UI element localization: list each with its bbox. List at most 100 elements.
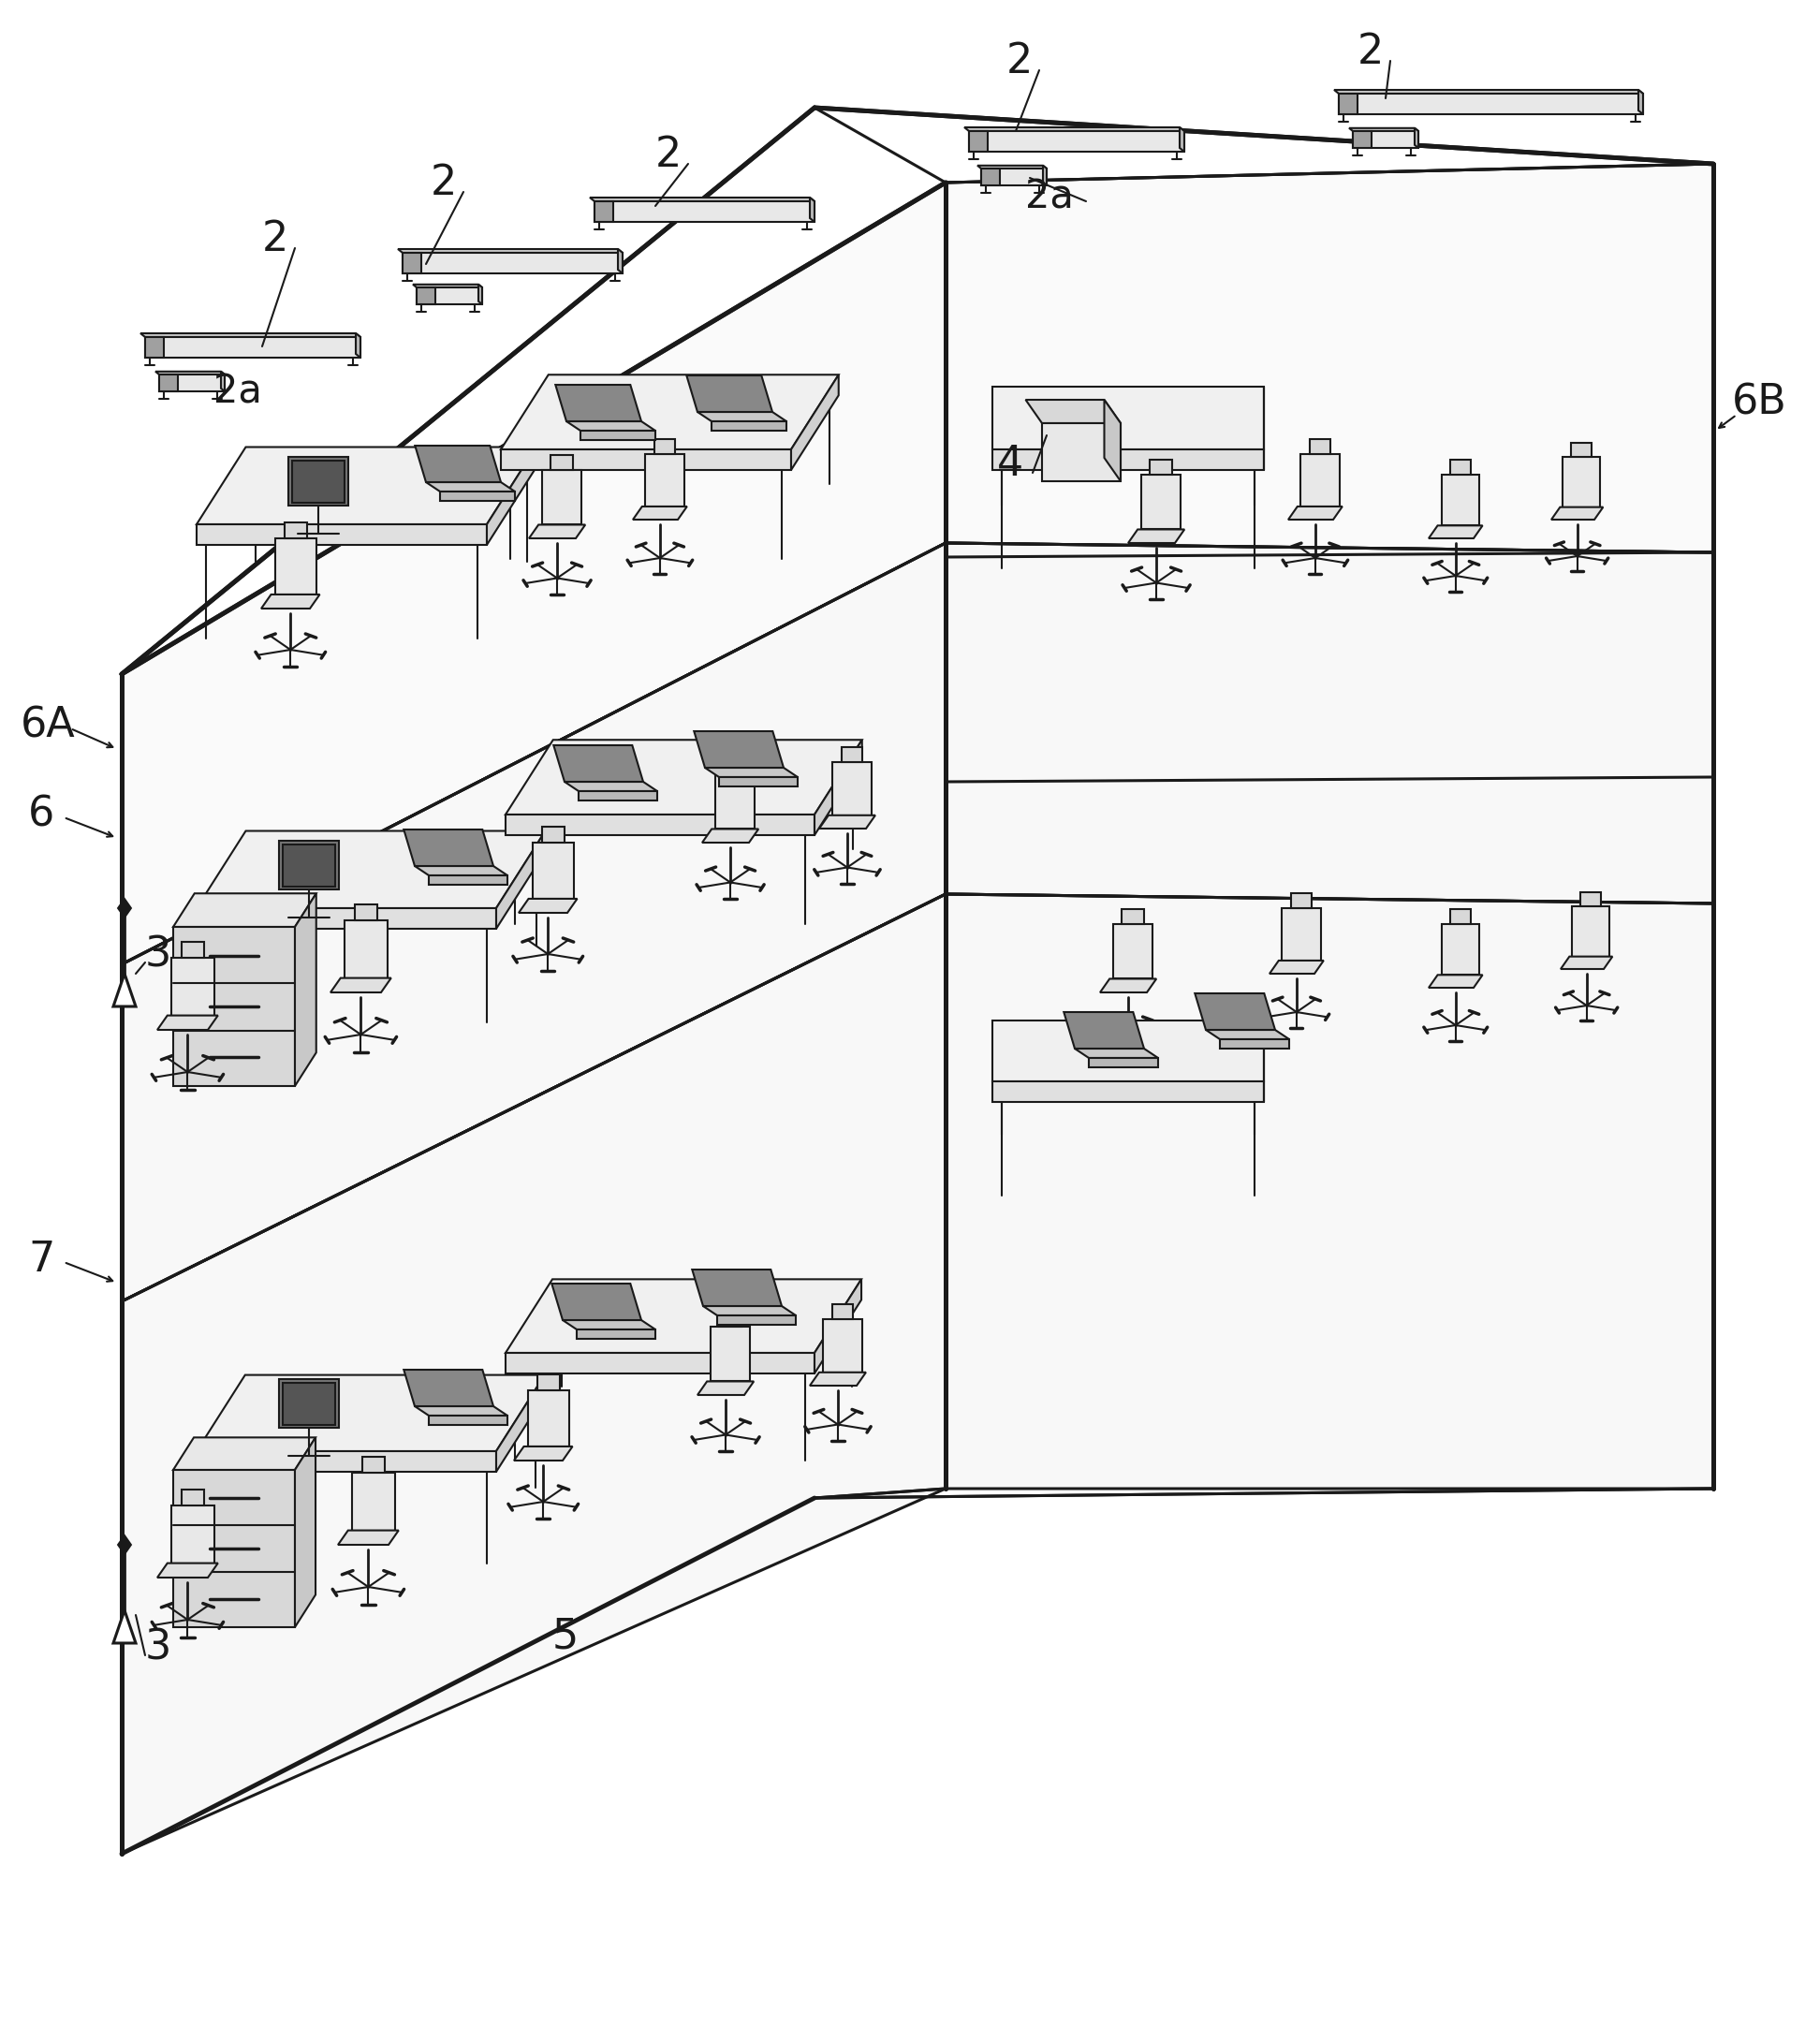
Polygon shape: [1043, 422, 1121, 482]
Polygon shape: [140, 333, 360, 337]
Polygon shape: [965, 127, 1185, 131]
Polygon shape: [1429, 976, 1483, 988]
Polygon shape: [278, 1380, 339, 1429]
Text: 2: 2: [431, 163, 457, 202]
Polygon shape: [810, 1372, 866, 1386]
Polygon shape: [171, 1506, 215, 1563]
Polygon shape: [1572, 906, 1609, 957]
Polygon shape: [1352, 131, 1418, 147]
Polygon shape: [197, 1451, 497, 1472]
Polygon shape: [158, 374, 224, 392]
Polygon shape: [404, 1370, 493, 1406]
Polygon shape: [542, 827, 564, 843]
Polygon shape: [146, 337, 164, 357]
Polygon shape: [118, 1537, 131, 1553]
Polygon shape: [486, 447, 535, 545]
Polygon shape: [832, 761, 872, 814]
Polygon shape: [823, 1318, 863, 1372]
Polygon shape: [595, 202, 815, 222]
Polygon shape: [1219, 1039, 1289, 1049]
Text: 6: 6: [27, 794, 55, 835]
Polygon shape: [841, 747, 863, 761]
Polygon shape: [146, 337, 360, 357]
Polygon shape: [693, 731, 784, 767]
Polygon shape: [703, 829, 759, 843]
Polygon shape: [197, 447, 535, 525]
Polygon shape: [122, 894, 946, 1853]
Polygon shape: [1179, 127, 1185, 151]
Text: 6B: 6B: [1733, 382, 1787, 422]
Polygon shape: [344, 920, 388, 978]
Polygon shape: [551, 1284, 641, 1321]
Polygon shape: [362, 1457, 384, 1474]
Polygon shape: [506, 814, 815, 835]
Polygon shape: [992, 386, 1263, 449]
Polygon shape: [118, 900, 131, 916]
Polygon shape: [155, 371, 224, 374]
Polygon shape: [1088, 1057, 1158, 1067]
Text: 2: 2: [1358, 31, 1383, 71]
Polygon shape: [553, 745, 642, 782]
Polygon shape: [291, 461, 344, 502]
Polygon shape: [173, 1437, 315, 1470]
Polygon shape: [981, 169, 1046, 186]
Polygon shape: [619, 249, 622, 273]
Polygon shape: [946, 894, 1713, 1488]
Polygon shape: [644, 453, 684, 506]
Polygon shape: [1638, 90, 1643, 114]
Polygon shape: [1562, 957, 1613, 969]
Polygon shape: [724, 759, 746, 776]
Text: 6A: 6A: [20, 706, 76, 745]
Polygon shape: [703, 1306, 795, 1314]
Polygon shape: [653, 439, 675, 453]
Polygon shape: [717, 1314, 795, 1325]
Polygon shape: [430, 876, 508, 884]
Polygon shape: [551, 455, 573, 469]
Polygon shape: [946, 543, 1713, 904]
Polygon shape: [282, 1384, 335, 1425]
Polygon shape: [262, 594, 320, 608]
Polygon shape: [331, 978, 391, 992]
Polygon shape: [295, 1437, 315, 1627]
Polygon shape: [692, 1270, 783, 1306]
Polygon shape: [113, 1610, 136, 1643]
Polygon shape: [697, 412, 786, 420]
Polygon shape: [399, 249, 622, 253]
Text: 4: 4: [997, 443, 1023, 484]
Polygon shape: [506, 1280, 861, 1353]
Polygon shape: [1043, 165, 1046, 186]
Polygon shape: [542, 469, 582, 525]
Polygon shape: [719, 778, 797, 786]
Polygon shape: [402, 253, 622, 273]
Polygon shape: [1114, 925, 1152, 980]
Polygon shape: [719, 1312, 741, 1327]
Polygon shape: [1270, 961, 1323, 974]
Polygon shape: [1196, 994, 1276, 1031]
Polygon shape: [968, 131, 1185, 151]
Polygon shape: [197, 908, 497, 929]
Polygon shape: [417, 288, 482, 304]
Polygon shape: [497, 1376, 544, 1472]
Polygon shape: [295, 894, 317, 1086]
Polygon shape: [197, 1376, 544, 1451]
Polygon shape: [1451, 459, 1471, 474]
Polygon shape: [197, 525, 486, 545]
Polygon shape: [1290, 894, 1312, 908]
Polygon shape: [355, 333, 360, 357]
Polygon shape: [355, 904, 377, 920]
Polygon shape: [1349, 129, 1418, 131]
Polygon shape: [1076, 1049, 1158, 1057]
Polygon shape: [417, 288, 435, 304]
Polygon shape: [1099, 980, 1156, 992]
Polygon shape: [1414, 129, 1418, 147]
Polygon shape: [479, 284, 482, 304]
Polygon shape: [282, 845, 335, 886]
Polygon shape: [122, 543, 946, 1302]
Polygon shape: [157, 1016, 218, 1031]
Text: 2: 2: [1006, 41, 1034, 82]
Polygon shape: [1340, 94, 1358, 114]
Polygon shape: [562, 1321, 655, 1329]
Polygon shape: [157, 1563, 218, 1578]
Polygon shape: [815, 741, 863, 835]
Polygon shape: [339, 1531, 399, 1545]
